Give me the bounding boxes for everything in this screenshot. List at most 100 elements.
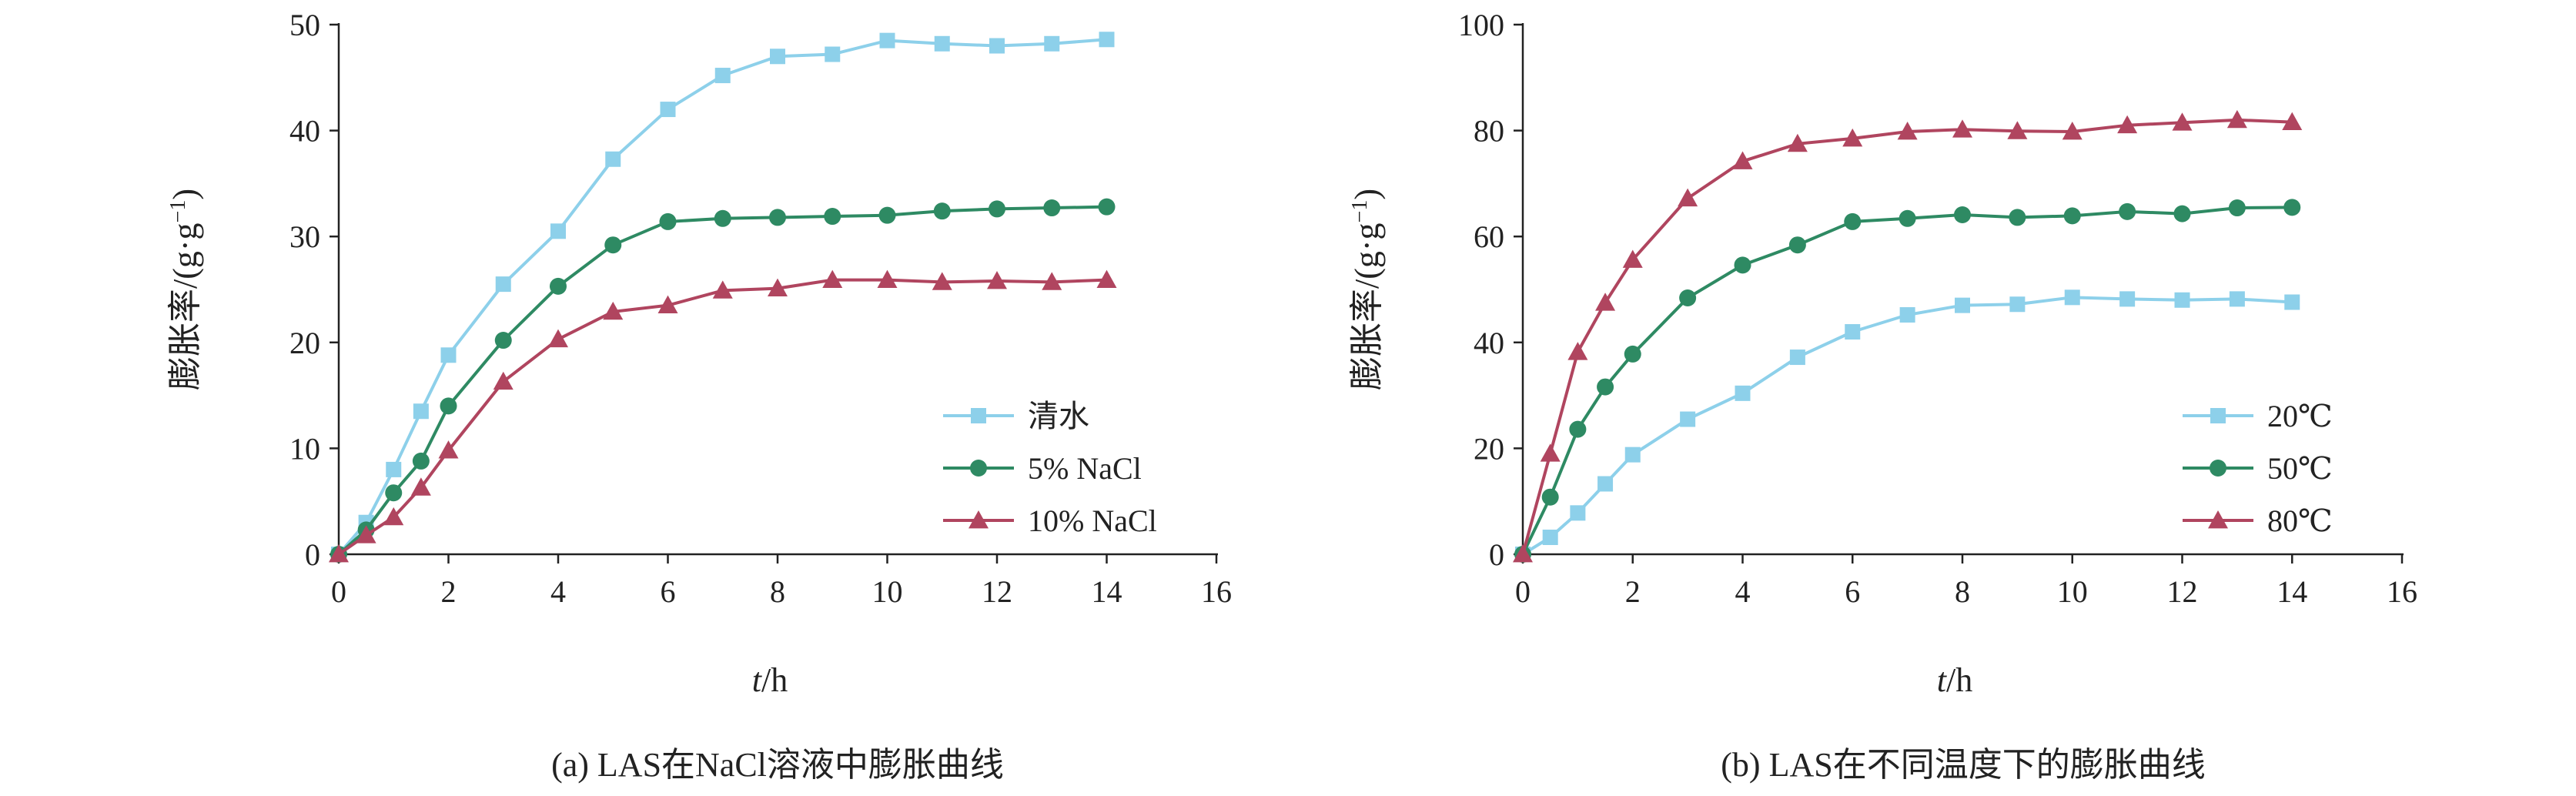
chart-a: 0 10 20 30 40 50 0 2 4 6 8 10 12 14 16 t/h 膨胀率/(g·g−1) 清水… xyxy=(166,8,1233,784)
x-tick-label: 0 xyxy=(1515,574,1531,609)
data-point xyxy=(1540,443,1561,462)
data-point xyxy=(385,484,403,502)
data-point xyxy=(1842,128,1863,147)
data-point xyxy=(934,35,950,52)
data-point xyxy=(494,332,512,350)
data-point xyxy=(2228,199,2246,217)
legend-marker xyxy=(969,510,989,529)
data-point xyxy=(550,277,567,295)
data-point xyxy=(1844,212,1862,230)
y-axis-title-sup: −1 xyxy=(166,200,190,223)
x-tick-label: 8 xyxy=(770,574,785,609)
data-point xyxy=(1735,385,1751,401)
legend-label: 清水 xyxy=(1028,399,1089,433)
y-axis-title: 膨胀率/(g·g−1) xyxy=(1348,189,1387,390)
y-axis-title-main: 膨胀率/(g·g xyxy=(166,222,204,390)
y-tick-label: 60 xyxy=(1474,219,1504,254)
data-point xyxy=(714,209,731,227)
legend: 20℃ 50℃ 80℃ xyxy=(2183,399,2333,538)
data-point xyxy=(2062,121,2083,140)
x-tick-label: 2 xyxy=(1625,574,1641,609)
data-point xyxy=(1789,350,1805,366)
data-point xyxy=(440,347,457,363)
x-tick-label: 10 xyxy=(2057,574,2088,609)
y-tick-label: 40 xyxy=(289,114,320,149)
x-tick-label: 14 xyxy=(2277,574,2307,609)
data-point xyxy=(356,525,376,543)
data-point xyxy=(768,278,788,297)
legend-label: 10% NaCl xyxy=(1028,503,1157,538)
x-tick-label: 0 xyxy=(331,574,346,609)
data-point xyxy=(878,206,896,224)
x-axis-title-unit: /h xyxy=(761,661,788,699)
data-point xyxy=(1624,446,1641,463)
x-tick-label: 14 xyxy=(1092,574,1122,609)
y-tick-label: 0 xyxy=(305,537,320,572)
y-tick-label: 10 xyxy=(289,431,320,466)
data-point xyxy=(329,544,349,563)
x-tick-label: 10 xyxy=(872,574,903,609)
series-line xyxy=(1521,118,2293,555)
data-point xyxy=(2284,294,2300,310)
data-point xyxy=(1897,121,1918,140)
data-point xyxy=(1845,324,1861,340)
data-point xyxy=(413,403,429,420)
data-point xyxy=(770,48,785,65)
data-point xyxy=(877,269,898,289)
data-point xyxy=(2063,207,2081,225)
legend-label: 50℃ xyxy=(2267,451,2333,486)
data-point xyxy=(1955,297,1970,313)
data-point xyxy=(1680,411,1696,427)
data-point xyxy=(604,236,622,254)
data-point xyxy=(1096,269,1117,289)
data-point xyxy=(1541,488,1559,506)
data-point xyxy=(2282,112,2303,130)
data-point xyxy=(769,209,786,226)
data-point xyxy=(1043,199,1061,217)
data-point xyxy=(410,477,431,496)
data-point xyxy=(1679,289,1697,307)
data-point xyxy=(989,38,1005,54)
data-point xyxy=(605,151,621,167)
legend-label: 20℃ xyxy=(2267,399,2333,433)
data-point xyxy=(1595,293,1616,311)
series-0 xyxy=(1515,289,2300,562)
data-point xyxy=(493,371,514,390)
y-tick-label: 20 xyxy=(1474,431,1504,466)
legend-marker xyxy=(2210,460,2226,477)
x-axis-title-var: t xyxy=(1937,661,1948,699)
data-point xyxy=(1952,119,1972,138)
chart-b: 0 20 40 60 80 100 0 2 4 6 8 10 12 14 16 t/h 膨胀率/(g·g−1) 2… xyxy=(1348,8,2418,784)
data-point xyxy=(933,202,951,220)
data-point xyxy=(1732,151,1753,169)
x-tick-label: 6 xyxy=(1845,574,1860,609)
x-tick-label: 4 xyxy=(550,574,566,609)
series-line xyxy=(1521,206,2293,555)
x-axis-title: t/h xyxy=(1937,661,1972,699)
x-tick-label: 16 xyxy=(2387,574,2417,609)
legend-label: 5% NaCl xyxy=(1028,451,1142,486)
legend-marker xyxy=(2208,510,2228,529)
legend-marker xyxy=(2210,408,2226,423)
data-point xyxy=(548,329,568,348)
data-point xyxy=(2226,109,2247,129)
data-point xyxy=(660,102,676,118)
data-point xyxy=(2229,291,2245,307)
y-tick-label: 80 xyxy=(1474,114,1504,149)
data-point xyxy=(2119,291,2136,307)
data-point xyxy=(1570,505,1586,521)
x-tick-label: 2 xyxy=(441,574,457,609)
data-point xyxy=(2283,199,2301,216)
figure-caption: (a) LAS在NaCl溶液中膨胀曲线 xyxy=(551,746,1004,784)
data-point xyxy=(1099,32,1115,48)
data-point xyxy=(603,301,624,320)
data-point xyxy=(495,276,511,293)
data-point xyxy=(1787,133,1808,152)
x-axis-title-unit: /h xyxy=(1946,661,1972,699)
y-axis-title-main: 膨胀率/(g·g xyxy=(1348,222,1386,390)
data-point xyxy=(879,32,895,48)
data-point xyxy=(825,46,841,62)
y-axis-title-end: ) xyxy=(166,189,204,200)
data-point xyxy=(1597,476,1614,492)
